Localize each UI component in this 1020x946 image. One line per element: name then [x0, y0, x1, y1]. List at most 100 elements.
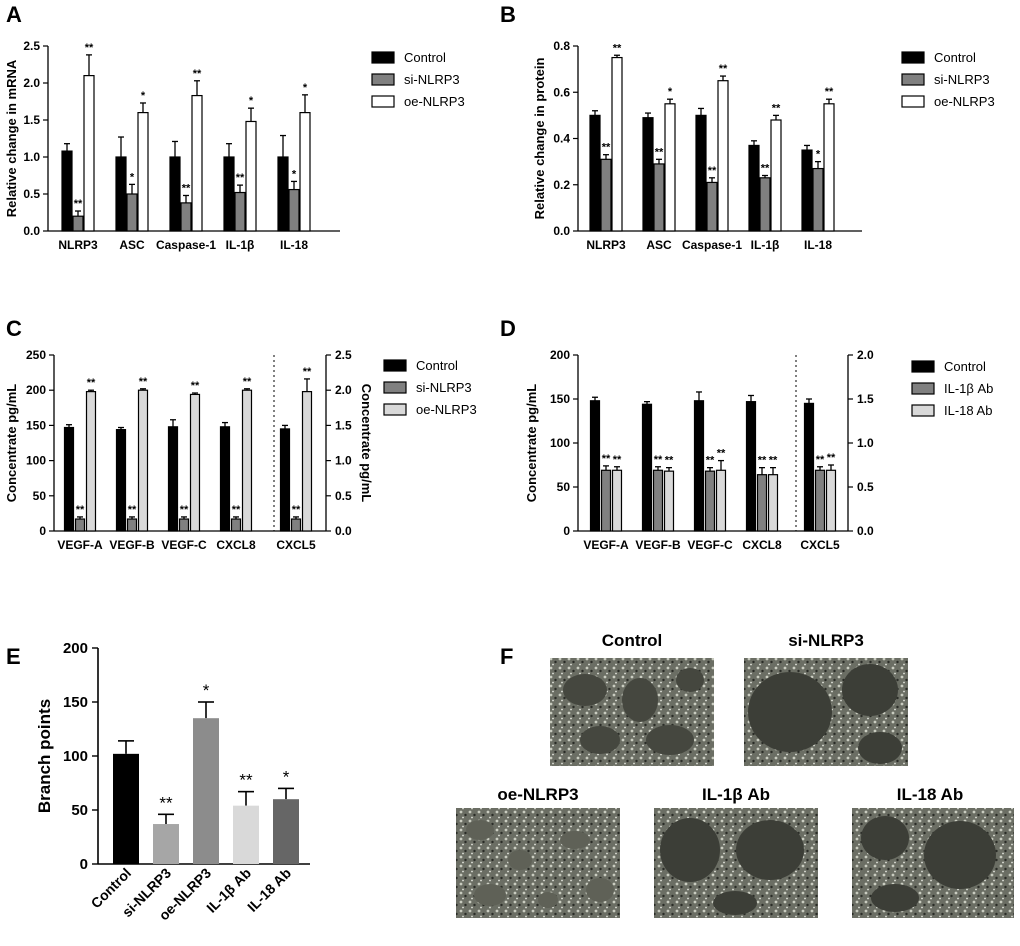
significance-label: **: [655, 146, 664, 158]
micrograph-title-control: Control: [602, 631, 662, 650]
chart-c: 0 50 100 150 200 250 0.0 0.5 1.0 1.5 2.0 2.5 Concent…: [4, 348, 477, 552]
significance-label: **: [182, 182, 191, 194]
y-tick-label: 0.0: [553, 224, 570, 238]
legend-swatch: [911, 382, 935, 395]
legend-swatch: [371, 95, 395, 108]
legend-label: si-NLRP3: [416, 380, 472, 395]
significance-label: **: [717, 448, 726, 460]
legend-label: IL-1β Ab: [944, 381, 993, 396]
y-right-tick-label: 2.5: [335, 348, 352, 362]
y-right-tick-label: 1.5: [857, 392, 874, 406]
significance-label: **: [232, 504, 241, 516]
bar: [113, 753, 139, 864]
y-axis-label: Relative change in mRNA: [4, 59, 19, 217]
bar: [115, 429, 127, 532]
significance-label: **: [758, 455, 767, 467]
y-tick-label: 150: [63, 694, 88, 711]
y-right-tick-label: 0.0: [857, 524, 874, 538]
bar: [169, 156, 181, 232]
category-label: ASC: [119, 238, 145, 252]
category-label: CXCL5: [800, 538, 840, 552]
bar: [245, 120, 257, 232]
category-label: CXCL5: [276, 538, 316, 552]
significance-label: *: [816, 149, 821, 161]
category-label: IL-1β Ab: [203, 865, 254, 916]
significance-label: **: [613, 42, 622, 54]
significance-label: **: [191, 380, 200, 392]
y-tick-label: 50: [557, 480, 571, 494]
significance-label: **: [74, 198, 83, 210]
y-tick-label: 1.5: [23, 113, 40, 127]
significance-label: **: [128, 504, 137, 516]
significance-label: *: [283, 767, 290, 786]
legend-label: Control: [416, 358, 458, 373]
bar: [61, 150, 73, 232]
y-tick-label: 0.0: [23, 224, 40, 238]
micrograph-control: [550, 658, 714, 766]
panel-letter-e: E: [6, 644, 21, 669]
bar: [233, 805, 259, 864]
y-right-tick-label: 0.5: [335, 489, 352, 503]
significance-label: *: [130, 171, 135, 183]
bar: [83, 74, 95, 232]
bar: [180, 202, 192, 232]
bar: [812, 167, 824, 232]
bar: [825, 469, 837, 532]
significance-label: **: [654, 454, 663, 466]
y-tick-label: 1.0: [23, 150, 40, 164]
bar: [759, 177, 771, 232]
y-tick-label: 100: [63, 748, 88, 765]
legend-label: oe-NLRP3: [404, 94, 465, 109]
category-label: VEGF-C: [161, 538, 207, 552]
bar: [641, 403, 653, 532]
y-tick-label: 100: [26, 454, 46, 468]
bar: [642, 117, 654, 232]
legend-swatch: [383, 359, 407, 372]
category-label: VEGF-A: [583, 538, 629, 552]
bar: [72, 215, 84, 232]
bar: [288, 188, 300, 232]
bar: [600, 469, 612, 532]
y-right-tick-label: 2.0: [335, 383, 352, 397]
micrograph-title-oe: oe-NLRP3: [497, 785, 578, 804]
bar: [301, 391, 313, 532]
significance-label: **: [706, 455, 715, 467]
y-right-tick-label: 2.0: [857, 348, 874, 362]
bar: [706, 181, 718, 232]
significance-label: **: [139, 376, 148, 388]
bar: [652, 469, 664, 532]
y-tick-label: 250: [26, 348, 46, 362]
legend-swatch: [911, 360, 935, 373]
significance-label: *: [203, 681, 210, 700]
chart-d: 0 50 100 150 200 0.0 0.5 1.0 1.5 2.0 Concentrate p…: [524, 348, 993, 552]
y-tick-label: 150: [550, 392, 570, 406]
y-right-tick-label: 1.0: [335, 454, 352, 468]
category-label: IL-1β: [751, 238, 780, 252]
micrograph-si: [744, 658, 908, 766]
panel-letter-f: F: [500, 644, 513, 669]
bar: [126, 518, 138, 532]
bar: [770, 119, 782, 232]
y-tick-label: 50: [33, 489, 47, 503]
bar: [277, 156, 289, 232]
legend-label: oe-NLRP3: [934, 94, 995, 109]
category-label: IL-18 Ab: [244, 865, 294, 915]
bar: [290, 518, 302, 532]
significance-label: *: [668, 86, 673, 98]
bar: [589, 114, 601, 232]
significance-label: **: [602, 142, 611, 154]
significance-label: *: [292, 168, 297, 180]
bar: [756, 474, 768, 532]
bar: [273, 799, 299, 864]
micrograph-il1b: [654, 808, 818, 918]
significance-label: **: [193, 68, 202, 80]
category-label: CXCL8: [216, 538, 256, 552]
panel-letter-c: C: [6, 316, 22, 341]
bar: [717, 80, 729, 232]
chart-a: 0.0 0.5 1.0 1.5 2.0 2.5 Relative change in mRN…: [4, 39, 465, 252]
category-label: NLRP3: [58, 238, 98, 252]
significance-label: **: [719, 63, 728, 75]
y-right-tick-label: 1.0: [857, 436, 874, 450]
bar: [74, 518, 86, 532]
